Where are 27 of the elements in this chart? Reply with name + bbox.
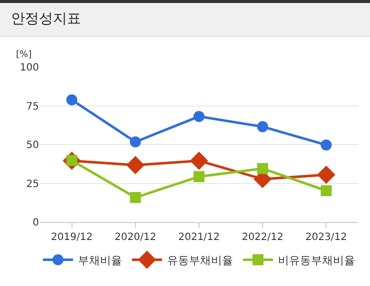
point — [320, 139, 332, 150]
y-tick-label: 50 — [26, 140, 39, 151]
x-tick-label: 2020/12 — [114, 232, 156, 243]
point — [194, 110, 204, 122]
point — [126, 156, 144, 174]
point — [257, 121, 268, 132]
point — [66, 94, 78, 106]
y-tick-label: 75 — [26, 101, 39, 112]
point — [194, 171, 204, 182]
legend-label: 비유동부채비율 — [278, 254, 355, 268]
chart-title: 안정성지표 — [0, 0, 370, 37]
x-tick-label: 2021/12 — [178, 232, 220, 243]
legend-label: 유동부채비율 — [167, 254, 233, 268]
legend-label: 부채비율 — [78, 254, 122, 268]
point — [317, 166, 336, 184]
x-tick-label: 2023/12 — [305, 232, 347, 243]
y-tick-label: 25 — [26, 178, 39, 190]
point — [257, 163, 268, 174]
x-tick-label: 2019/12 — [51, 232, 93, 243]
point — [130, 136, 141, 148]
point — [190, 152, 208, 170]
y-tick-label: 0 — [32, 218, 39, 228]
point — [130, 192, 141, 204]
y-tick-label: 100 — [20, 62, 39, 74]
x-tick-label: 2022/12 — [242, 232, 284, 243]
point — [320, 185, 332, 196]
y-axis-title: [%] — [16, 50, 32, 60]
